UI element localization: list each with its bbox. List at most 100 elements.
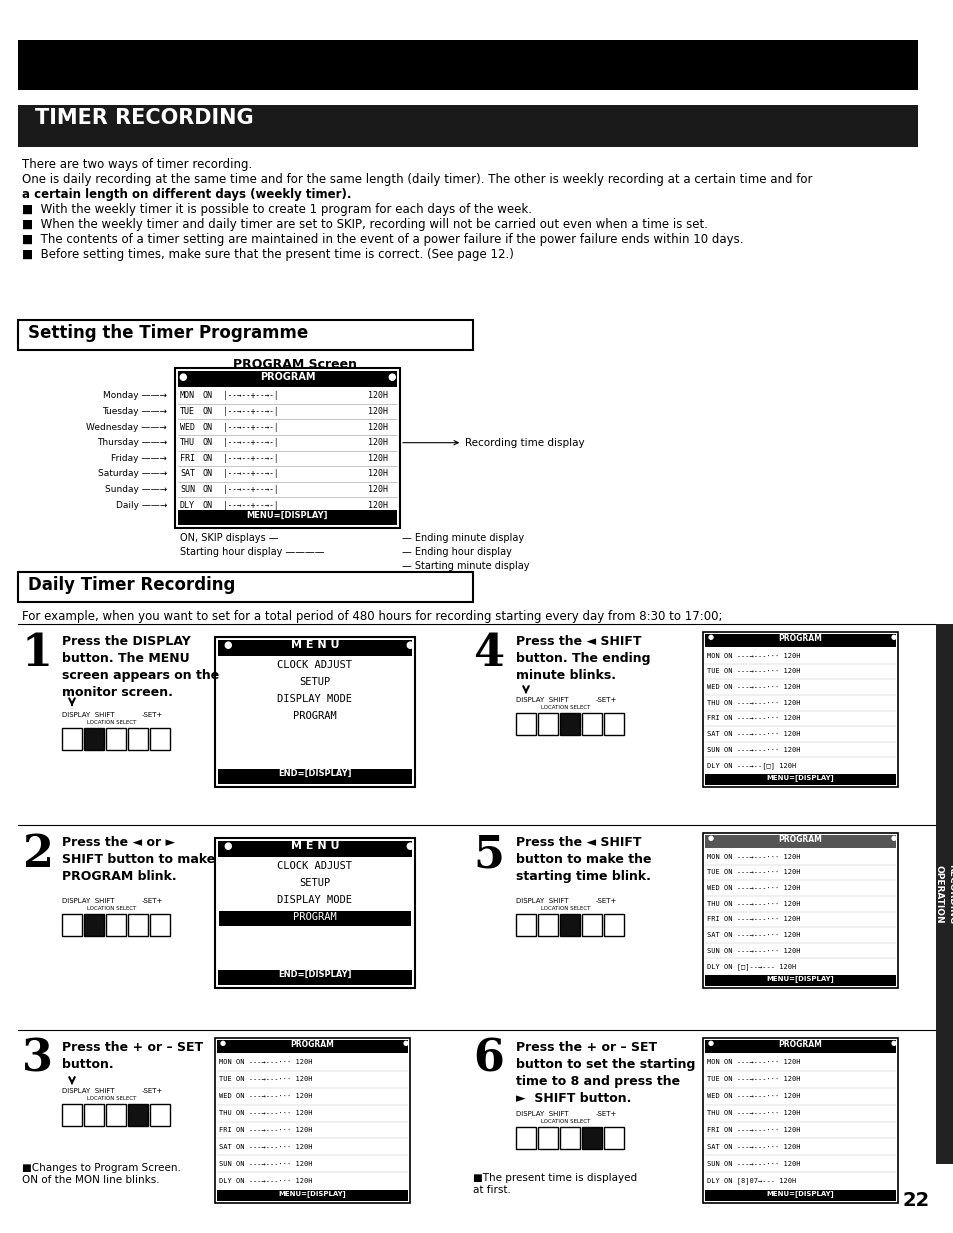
Text: 1: 1 [22, 633, 52, 674]
Text: SUN: SUN [180, 485, 194, 494]
Text: DISPLAY  SHIFT: DISPLAY SHIFT [516, 697, 568, 703]
Bar [128, 1104, 148, 1126]
Text: MON ON ---→---··· 120H: MON ON ---→---··· 120H [219, 1059, 313, 1065]
Text: One is daily recording at the same time and for the same length (daily timer). T: One is daily recording at the same time … [22, 173, 812, 186]
Bar [603, 713, 623, 735]
Text: ●: ● [387, 372, 395, 382]
Text: ●: ● [707, 835, 714, 841]
Bar [704, 975, 895, 986]
Text: FRI ON ---→---··· 120H: FRI ON ---→---··· 120H [219, 1127, 313, 1133]
Text: DISPLAY  SHIFT: DISPLAY SHIFT [62, 898, 114, 904]
Bar [62, 1104, 82, 1126]
Bar [62, 727, 82, 750]
Bar [581, 713, 601, 735]
Text: 120H: 120H [368, 423, 388, 432]
Text: 4: 4 [473, 633, 503, 674]
Bar [214, 838, 415, 988]
Bar [150, 1104, 170, 1126]
Text: SUN ON ---→---··· 120H: SUN ON ---→---··· 120H [219, 1160, 313, 1166]
Text: DLY ON ---→---··· 120H: DLY ON ---→---··· 120H [219, 1178, 313, 1184]
Bar [218, 841, 412, 857]
Text: MENU=[DISPLAY]: MENU=[DISPLAY] [278, 1190, 346, 1197]
Bar [537, 1127, 558, 1149]
Text: Recording time display: Recording time display [402, 438, 584, 448]
Bar [516, 914, 536, 936]
Text: CLOCK ADJUST: CLOCK ADJUST [277, 861, 352, 870]
Text: 120H: 120H [368, 470, 388, 478]
Bar [702, 1038, 897, 1203]
Text: Daily Timer Recording: Daily Timer Recording [28, 576, 235, 594]
Text: SUN ON ---→---··· 120H: SUN ON ---→---··· 120H [706, 746, 800, 752]
Text: — Ending hour display: — Ending hour display [401, 547, 512, 557]
Bar [935, 624, 953, 1164]
Bar [218, 640, 412, 656]
Text: TUE ON ---→---··· 120H: TUE ON ---→---··· 120H [706, 668, 800, 674]
Text: 120H: 120H [368, 454, 388, 462]
Text: SUN ON ---→---··· 120H: SUN ON ---→---··· 120H [706, 948, 800, 953]
Text: RECORDING
OPERATION: RECORDING OPERATION [933, 864, 953, 924]
Bar [559, 1127, 579, 1149]
Text: Press the ◄ SHIFT
button to make the
starting time blink.: Press the ◄ SHIFT button to make the sta… [516, 836, 651, 883]
Text: Daily ——→: Daily ——→ [115, 501, 167, 509]
Text: MON ON ---→---··· 120H: MON ON ---→---··· 120H [706, 652, 800, 658]
Text: PROGRAM: PROGRAM [291, 1039, 335, 1049]
Text: TUE ON ---→---··· 120H: TUE ON ---→---··· 120H [219, 1076, 313, 1083]
Text: PROGRAM: PROGRAM [778, 1039, 821, 1049]
Text: LOCATION SELECT: LOCATION SELECT [540, 705, 590, 710]
Bar [704, 1039, 895, 1053]
Bar [18, 572, 473, 602]
Text: Friday ——→: Friday ——→ [111, 454, 167, 462]
Bar [704, 835, 895, 848]
Text: FRI ON ---→---··· 120H: FRI ON ---→---··· 120H [706, 715, 800, 721]
Text: |--→--+--→-|: |--→--+--→-| [223, 438, 278, 448]
Text: DISPLAY  SHIFT: DISPLAY SHIFT [62, 711, 114, 718]
Text: 6: 6 [473, 1038, 503, 1081]
Text: MON ON ---→---··· 120H: MON ON ---→---··· 120H [706, 1059, 800, 1065]
Text: WED ON ---→---··· 120H: WED ON ---→---··· 120H [706, 684, 800, 690]
Bar [128, 914, 148, 936]
Text: -SET+: -SET+ [596, 898, 617, 904]
Text: ■  With the weekly timer it is possible to create 1 program for each days of the: ■ With the weekly timer it is possible t… [22, 203, 532, 216]
Text: TUE: TUE [180, 407, 194, 416]
Bar [18, 105, 917, 147]
Text: 120H: 120H [368, 438, 388, 448]
Bar [559, 713, 579, 735]
Text: TUE ON ---→---··· 120H: TUE ON ---→---··· 120H [706, 869, 800, 875]
Text: Press the + or – SET
button.: Press the + or – SET button. [62, 1041, 203, 1071]
Text: M E N U: M E N U [291, 640, 339, 650]
Text: WED: WED [180, 423, 194, 432]
Text: ●: ● [890, 634, 896, 640]
Text: -SET+: -SET+ [596, 697, 617, 703]
Text: For example, when you want to set for a total period of 480 hours for recording : For example, when you want to set for a … [22, 610, 721, 623]
Text: LOCATION SELECT: LOCATION SELECT [87, 720, 136, 725]
Text: ON, SKIP displays —: ON, SKIP displays — [180, 533, 278, 543]
Text: Press the ◄ or ►
SHIFT button to make
PROGRAM blink.: Press the ◄ or ► SHIFT button to make PR… [62, 836, 215, 883]
Bar [18, 39, 917, 90]
Text: LOCATION SELECT: LOCATION SELECT [540, 1120, 590, 1124]
Bar [174, 367, 399, 528]
Text: |--→--+--→-|: |--→--+--→-| [223, 454, 278, 462]
Text: MENU=[DISPLAY]: MENU=[DISPLAY] [766, 1190, 834, 1197]
Bar [178, 510, 396, 525]
Text: 5: 5 [473, 834, 503, 875]
Text: 2: 2 [22, 834, 53, 875]
Text: PROGRAM Screen: PROGRAM Screen [233, 358, 356, 371]
Bar [62, 914, 82, 936]
Bar [559, 914, 579, 936]
Text: SETUP: SETUP [299, 878, 331, 888]
Text: DLY ON [□]--→--- 120H: DLY ON [□]--→--- 120H [706, 963, 796, 969]
Text: ●: ● [220, 1039, 226, 1046]
Bar [704, 774, 895, 785]
Text: WED ON ---→---··· 120H: WED ON ---→---··· 120H [706, 1094, 800, 1099]
Text: — Ending minute display: — Ending minute display [401, 533, 523, 543]
Text: There are two ways of timer recording.: There are two ways of timer recording. [22, 158, 252, 171]
Text: SAT ON ---→---··· 120H: SAT ON ---→---··· 120H [706, 731, 800, 737]
Text: ON: ON [203, 438, 213, 448]
Text: DISPLAY MODE: DISPLAY MODE [277, 694, 352, 704]
Text: MENU=[DISPLAY]: MENU=[DISPLAY] [247, 510, 328, 520]
Bar [702, 834, 897, 988]
Text: ■The present time is displayed
at first.: ■The present time is displayed at first. [473, 1173, 637, 1195]
Bar [218, 769, 412, 784]
Text: SAT ON ---→---··· 120H: SAT ON ---→---··· 120H [706, 1144, 800, 1150]
Text: CLOCK ADJUST: CLOCK ADJUST [277, 660, 352, 670]
